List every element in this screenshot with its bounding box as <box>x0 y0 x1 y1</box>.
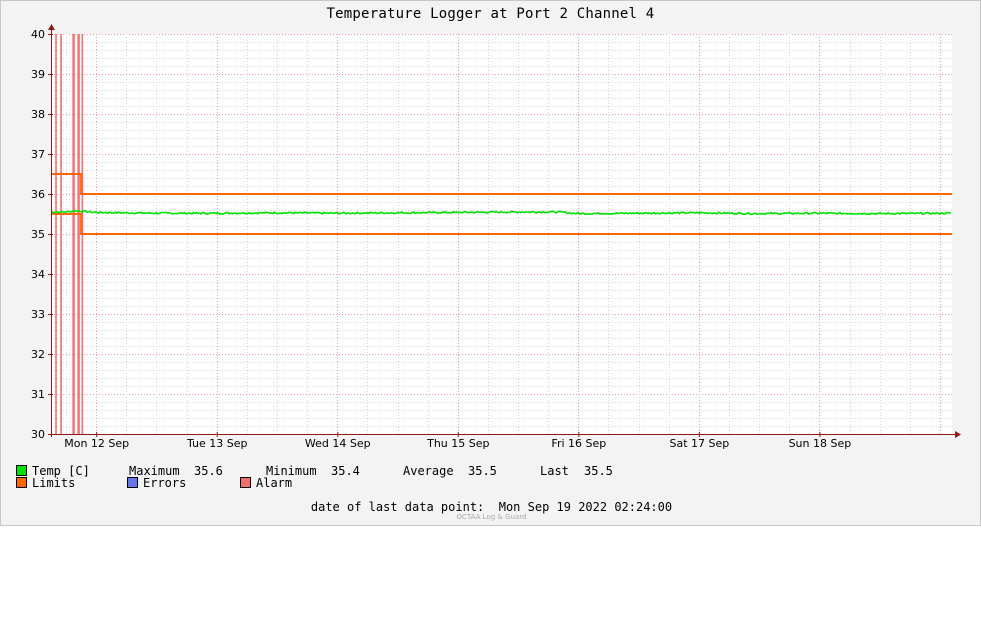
chart-title: Temperature Logger at Port 2 Channel 4 <box>326 6 655 22</box>
chart-plot: 30 31 32 33 34 35 36 37 38 39 40 Mon 12 Sep Tue 13 … <box>31 24 961 450</box>
legend-row-stats: Temp [C] Maximum 35.6 Minimum 35.4 Avera… <box>16 464 613 618</box>
y-tick-label: 34 <box>31 268 45 281</box>
errors-swatch-icon <box>127 477 138 488</box>
last-data-point-label: date of last data point: <box>310 500 485 514</box>
y-tick-label: 38 <box>31 108 45 121</box>
legend-row-series: Limits Errors Alarm <box>16 476 292 546</box>
legend-temp: Temp [C] <box>16 464 90 478</box>
temp-series <box>50 209 952 216</box>
legend-errors: Errors <box>127 476 186 490</box>
legend-temp-label: Temp [C] <box>32 464 90 478</box>
y-tick-label: 40 <box>31 28 45 41</box>
alarm-series <box>55 34 84 434</box>
x-tick-label: Thu 15 Sep <box>426 437 489 450</box>
temp-line <box>50 209 952 216</box>
legend-alarm: Alarm <box>240 476 292 490</box>
legend-last-value: 35.5 <box>584 464 613 478</box>
limit-upper-line <box>51 173 952 195</box>
x-tick-labels: Mon 12 Sep Tue 13 Sep Wed 14 Sep Thu 15 Sep… <box>64 437 851 450</box>
legend-maximum-label: Maximum <box>129 464 180 478</box>
y-tick-label: 33 <box>31 308 45 321</box>
y-tick-label: 37 <box>31 148 45 161</box>
y-tick-label: 35 <box>31 228 45 241</box>
legend-errors-label: Errors <box>143 476 187 490</box>
x-tick-label: Fri 16 Sep <box>551 437 606 450</box>
x-tick-label: Tue 13 Sep <box>186 437 248 450</box>
y-tick-label: 30 <box>31 428 45 441</box>
legend-minimum-value: 35.4 <box>331 464 360 478</box>
y-tick-label: 32 <box>31 348 45 361</box>
y-tick-labels: 30 31 32 33 34 35 36 37 38 39 40 <box>31 28 45 441</box>
limits-swatch-icon <box>16 477 27 488</box>
y-axis-arrow-icon <box>48 24 55 30</box>
legend-minimum-label: Minimum <box>266 464 317 478</box>
limit-lower-line <box>51 213 952 235</box>
x-tick-label: Wed 14 Sep <box>305 437 371 450</box>
last-data-point: date of last data point: Mon Sep 19 2022… <box>1 500 981 514</box>
chart-window: Temperature Logger at Port 2 Channel 4 3… <box>0 0 981 526</box>
x-tick-label: Sat 17 Sep <box>669 437 729 450</box>
y-tick-label: 31 <box>31 388 45 401</box>
x-tick-label: Sun 18 Sep <box>789 437 852 450</box>
x-axis-arrow-icon <box>955 431 961 438</box>
limits-series <box>51 173 952 235</box>
last-data-point-value: Mon Sep 19 2022 02:24:00 <box>498 500 673 514</box>
y-tick-label: 39 <box>31 68 45 81</box>
legend-limits-label: Limits <box>32 476 76 490</box>
legend-alarm-label: Alarm <box>256 476 293 490</box>
x-tick-label: Mon 12 Sep <box>64 437 129 450</box>
y-tick-label: 36 <box>31 188 45 201</box>
legend-maximum-value: 35.6 <box>194 464 223 478</box>
legend-limits: Limits <box>16 476 75 490</box>
footer-credit: OCTAA Log & Guard <box>456 513 527 521</box>
alarm-swatch-icon <box>240 477 251 488</box>
temp-swatch-icon <box>16 465 27 476</box>
legend-average-label: Average <box>403 464 454 478</box>
legend-last-label: Last <box>540 464 569 478</box>
axes <box>48 24 961 438</box>
legend-average-value: 35.5 <box>468 464 497 478</box>
